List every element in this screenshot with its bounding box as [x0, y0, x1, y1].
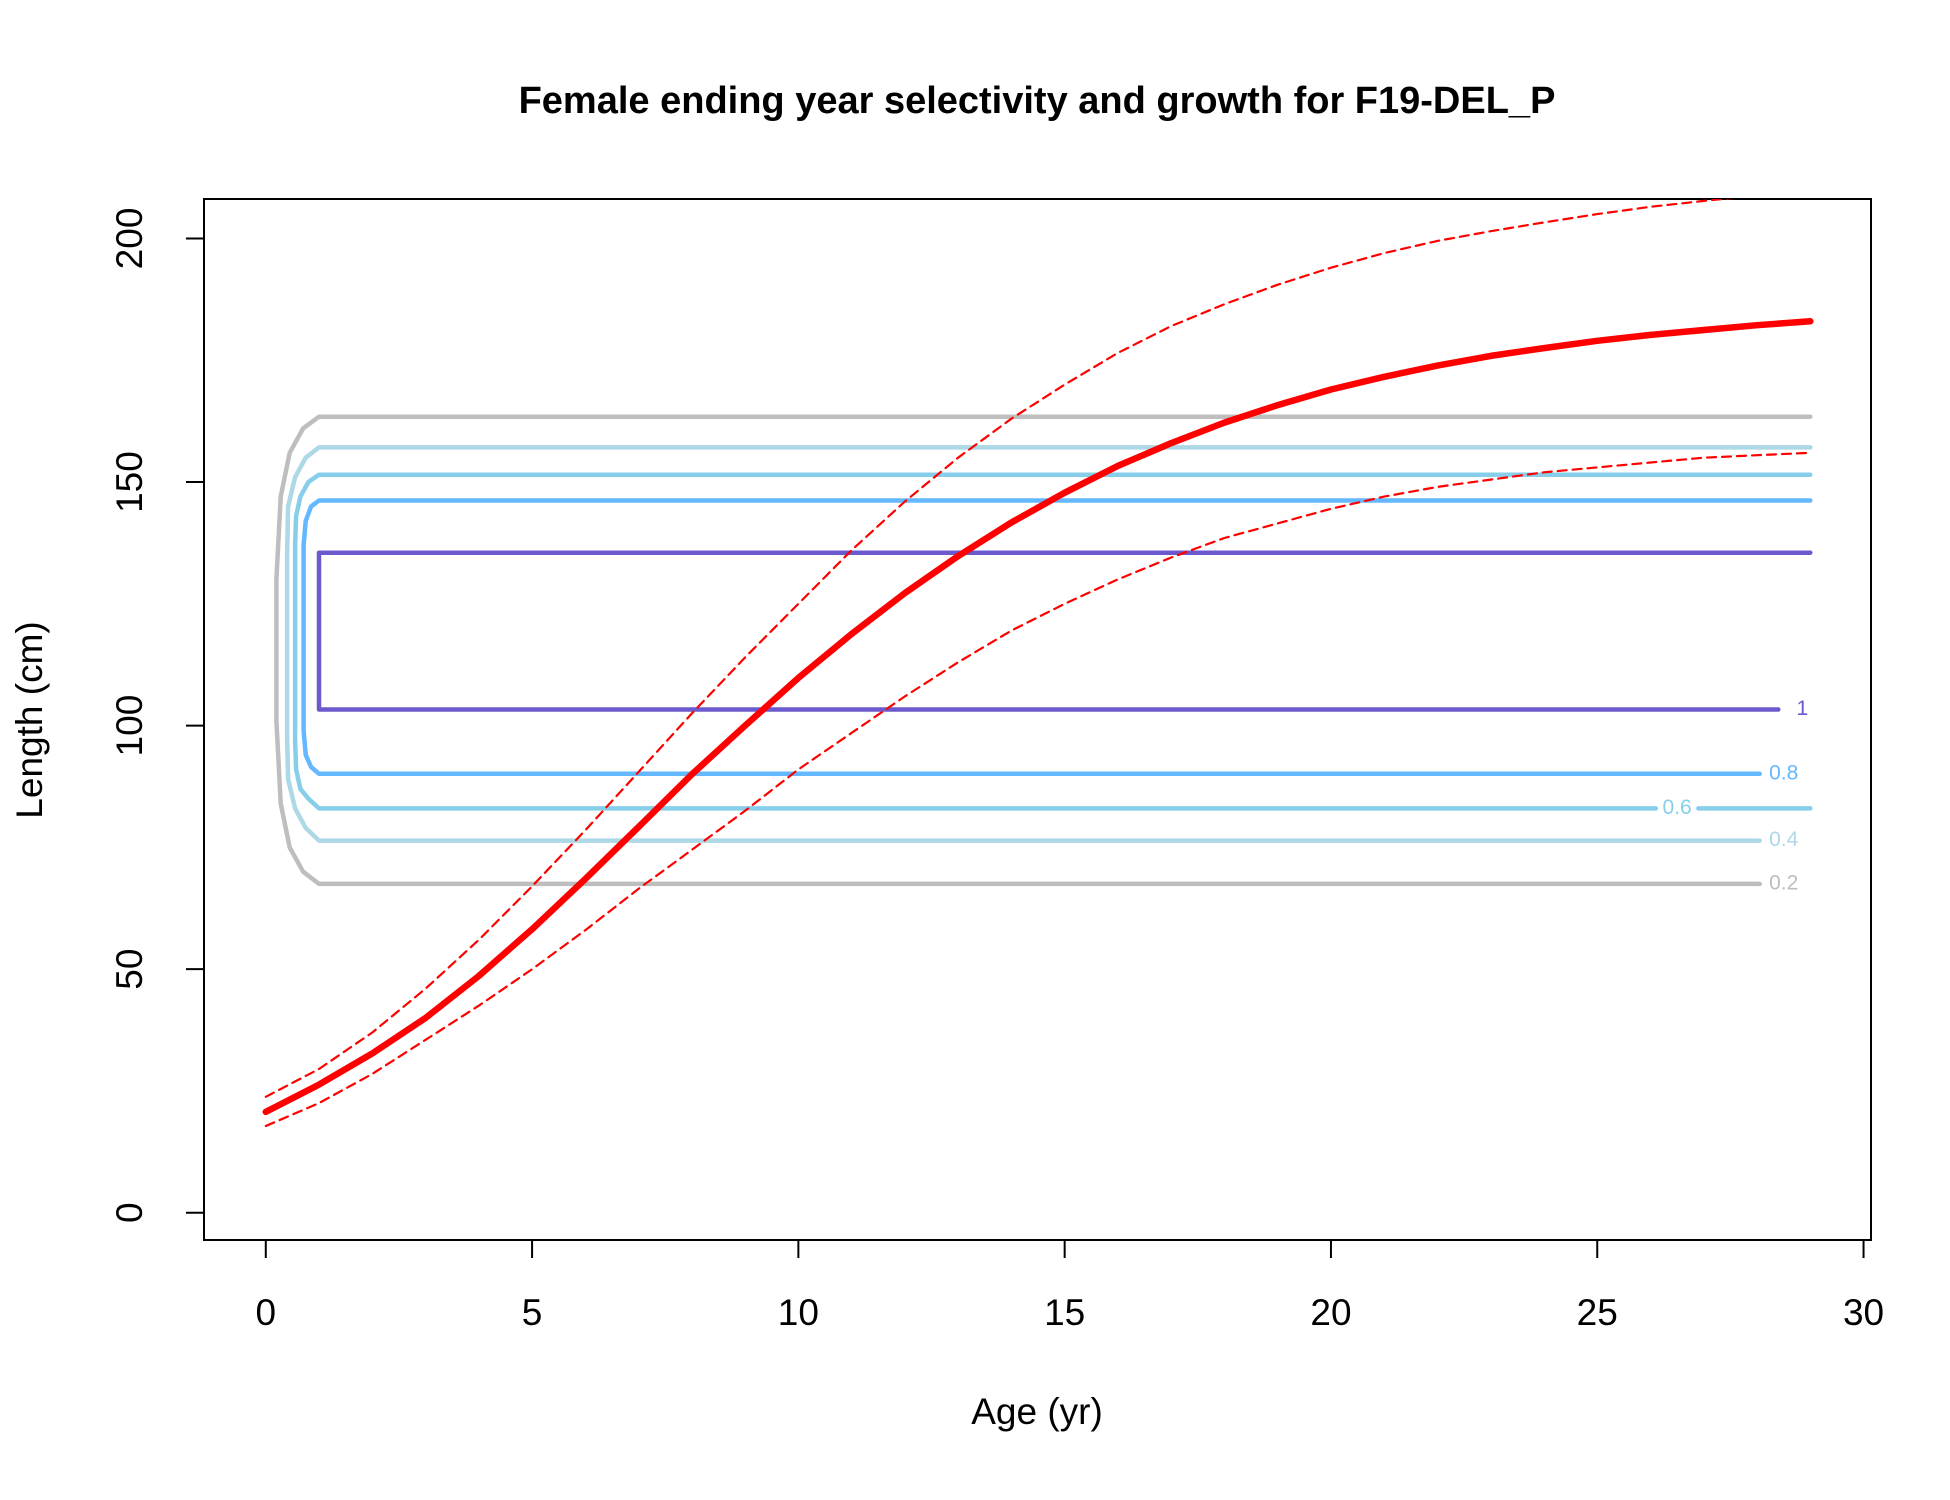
y-tick-label: 0 [109, 1202, 150, 1223]
plot-area: 0.2 0.4 0.6 0.8 1 [262, 199, 1814, 1128]
x-tick-label: 10 [778, 1292, 819, 1333]
y-axis-title: Length (cm) [9, 621, 50, 818]
contour-line [301, 498, 1813, 777]
plot-frame [203, 198, 1872, 1241]
x-tick-label: 20 [1310, 1292, 1351, 1333]
x-tick-label: 25 [1577, 1292, 1618, 1333]
x-tick-label: 30 [1843, 1292, 1884, 1333]
growth-line [262, 318, 1814, 1116]
contour-label: 0.4 [1769, 828, 1799, 851]
contour-label: 0.2 [1769, 871, 1798, 894]
contour-label: 0.8 [1769, 761, 1798, 784]
growth-interval-line [264, 451, 1812, 1128]
contour-label: 1 [1796, 697, 1808, 720]
x-tick-label: 15 [1044, 1292, 1085, 1333]
x-axis-title: Age (yr) [971, 1391, 1103, 1432]
chart-title: Female ending year selectivity and growt… [519, 80, 1556, 122]
x-tick-label: 5 [522, 1292, 543, 1333]
y-tick-label: 150 [109, 451, 150, 513]
x-tick-label: 0 [255, 1292, 276, 1333]
contour-label: 0.6 [1663, 796, 1692, 819]
y-tick-label: 100 [109, 695, 150, 757]
contour-line [292, 472, 1813, 811]
contour-line [274, 414, 1813, 887]
y-tick-label: 50 [109, 949, 150, 990]
contour-line [284, 445, 1813, 843]
y-tick-label: 200 [109, 208, 150, 270]
growth-interval-line [264, 199, 1734, 1098]
contour-line [316, 550, 1813, 712]
